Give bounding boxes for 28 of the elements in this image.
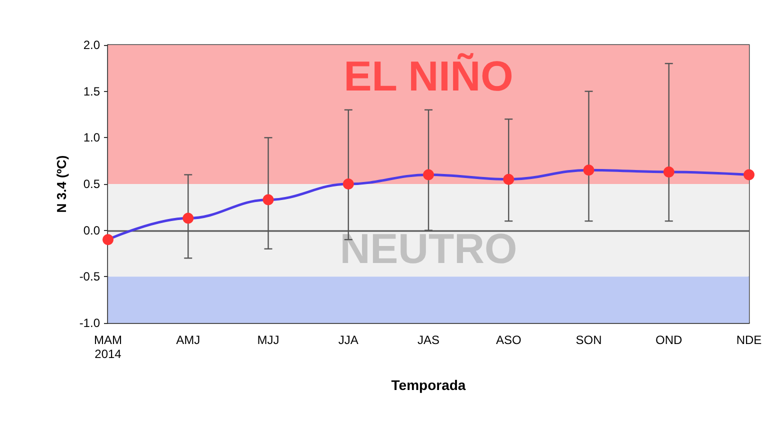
x-tick-label: ASO — [496, 333, 522, 347]
x-tick-label: NDE — [736, 333, 762, 347]
point — [503, 174, 514, 185]
y-tick-label: 0.5 — [83, 177, 100, 191]
x-tick-label: SON — [576, 333, 602, 347]
point — [423, 169, 434, 180]
y-tick-label: -1.0 — [79, 316, 100, 330]
x-tick-label: JAS — [417, 333, 440, 347]
point — [663, 166, 674, 178]
point — [182, 212, 194, 224]
y-tick-label: 0.0 — [83, 223, 100, 238]
y-tick-label: 1.0 — [83, 130, 100, 145]
y-tick-label: 1.5 — [83, 84, 100, 98]
y-tick-label: 2.0 — [83, 38, 100, 52]
x-tick-label: JJA — [338, 333, 358, 347]
x-tick-label: AMJ — [176, 333, 200, 347]
point — [262, 194, 274, 206]
y-axis-title: N 3.4 (ºC) — [54, 155, 69, 213]
point — [102, 234, 114, 246]
x-axis-title: Temporada — [391, 377, 466, 393]
x-tick-label: OND — [656, 333, 683, 347]
point — [744, 169, 754, 180]
y-tick-label: -0.5 — [79, 270, 100, 284]
x-tick-label: MJJ — [257, 333, 280, 347]
point — [583, 164, 594, 176]
point — [342, 178, 354, 190]
band-label: EL NIÑO — [344, 52, 514, 100]
x-tick-label: MAM 2014 — [94, 333, 122, 361]
